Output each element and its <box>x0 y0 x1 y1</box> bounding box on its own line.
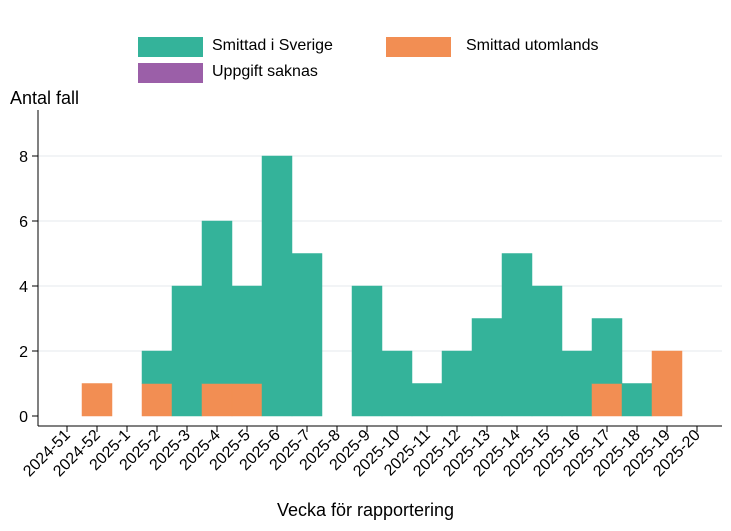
bar-segment <box>291 253 323 417</box>
y-tick-label: 4 <box>19 279 28 296</box>
bar-segment <box>201 220 233 384</box>
bar-segment <box>81 383 113 417</box>
bar-segment <box>591 383 623 417</box>
legend-label-saknas: Uppgift saknas <box>212 63 318 80</box>
bar-segment <box>141 350 173 384</box>
bar-segment <box>351 285 383 417</box>
bar-segment <box>531 285 563 417</box>
y-ticks: 0 2 4 6 8 <box>19 149 38 426</box>
bar-segment <box>591 318 623 384</box>
bar-segment <box>201 383 233 417</box>
bar-segment <box>231 383 263 417</box>
bar-segment <box>231 285 263 384</box>
bar-segment <box>501 253 533 417</box>
bars <box>81 155 683 417</box>
y-tick-label: 2 <box>19 344 28 361</box>
x-axis-title: Vecka för rapportering <box>276 500 455 520</box>
legend-swatch-sverige <box>138 37 203 57</box>
legend-label-utomlands: Smittad utomlands <box>466 37 599 54</box>
bar-segment <box>141 383 173 417</box>
bar-segment <box>621 383 653 417</box>
bar-segment <box>441 350 473 417</box>
legend-swatch-utomlands <box>386 37 451 57</box>
bar-segment <box>381 350 413 417</box>
bar-segment <box>261 155 293 417</box>
y-axis-title: Antal fall <box>10 88 80 108</box>
x-ticks: 2024-512024-522025-12025-22025-32025-420… <box>20 426 704 480</box>
bar-segment <box>471 318 503 417</box>
y-tick-label: 6 <box>19 214 28 231</box>
legend-swatch-saknas <box>138 63 203 83</box>
bar-segment <box>411 383 443 417</box>
y-tick-label: 0 <box>19 409 28 426</box>
y-tick-label: 8 <box>19 149 28 166</box>
bar-segment <box>651 350 683 417</box>
bar-segment <box>561 350 593 417</box>
bar-segment <box>171 285 203 417</box>
legend-label-sverige: Smittad i Sverige <box>212 37 333 54</box>
axes <box>37 110 722 427</box>
